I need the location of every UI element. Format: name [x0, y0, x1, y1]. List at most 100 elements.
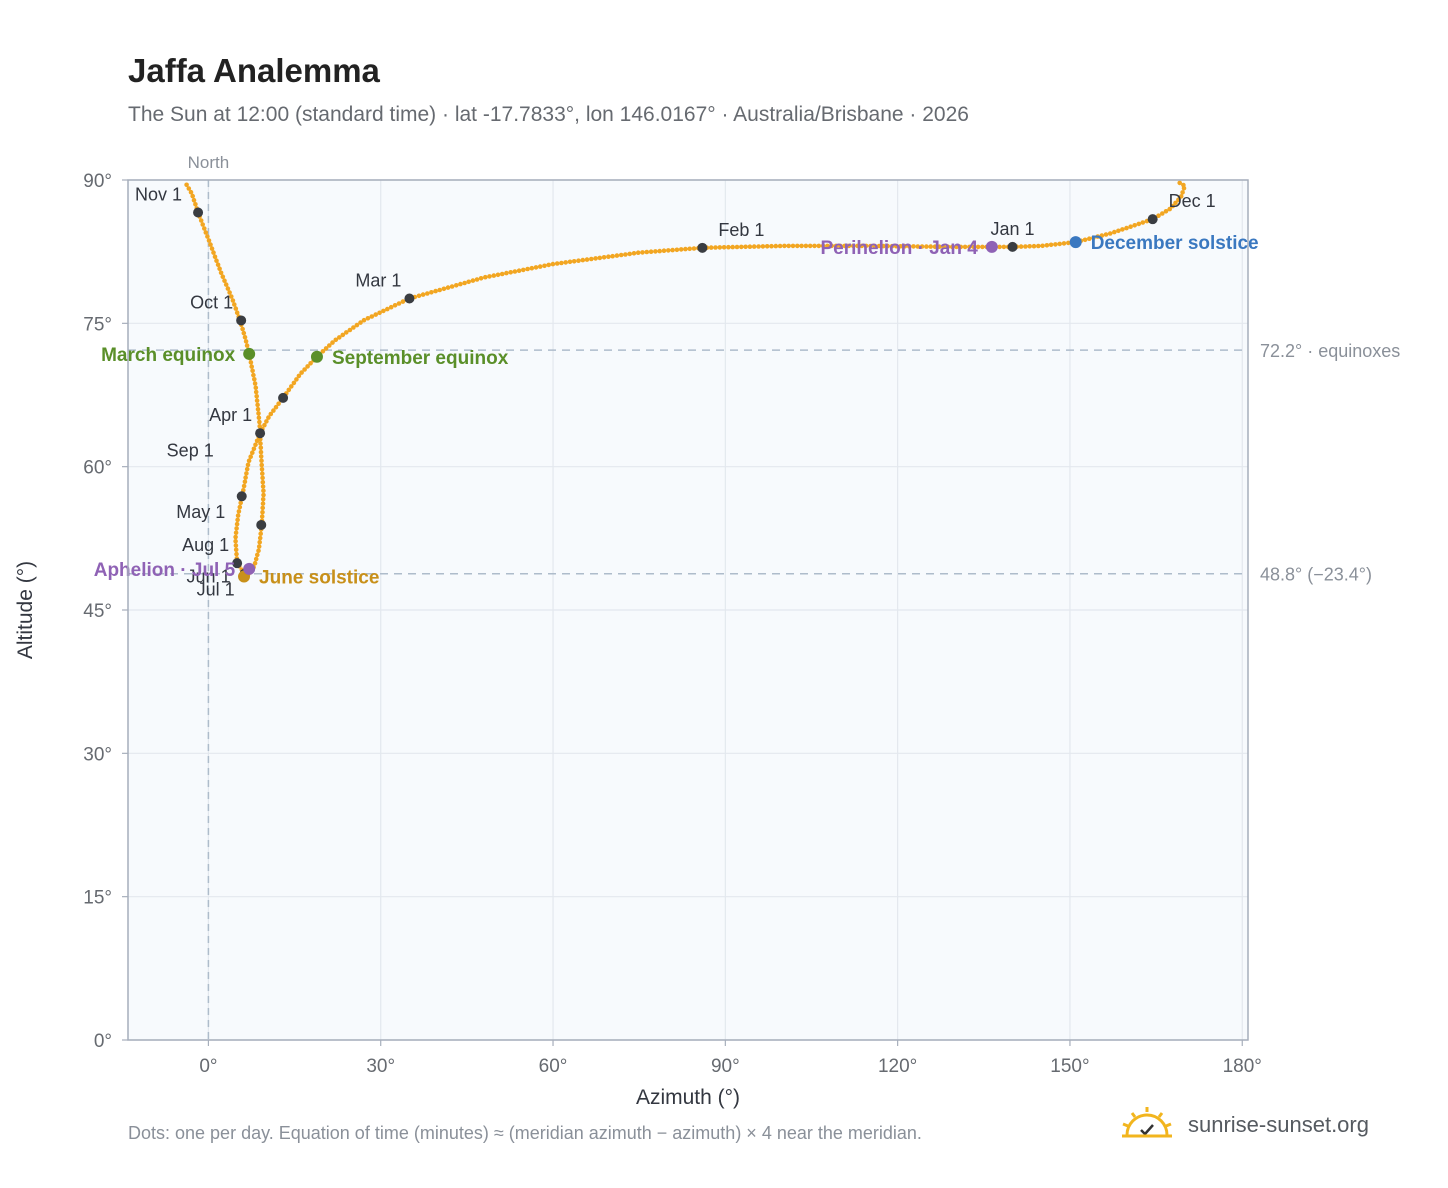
day-dot	[388, 304, 394, 310]
day-dot	[256, 544, 262, 549]
day-dot	[253, 389, 259, 395]
day-dot	[223, 282, 229, 287]
day-dot	[876, 243, 882, 249]
day-dot	[894, 243, 899, 249]
day-dot	[644, 249, 650, 255]
day-dot	[483, 274, 488, 280]
day-dot	[361, 317, 367, 323]
day-dot	[381, 308, 386, 314]
day-dot	[268, 411, 274, 417]
day-dot	[256, 411, 261, 416]
day-dot	[458, 281, 463, 287]
day-dot	[260, 475, 265, 481]
day-dot	[244, 466, 250, 472]
day-dot	[347, 327, 353, 333]
day-dot	[1180, 190, 1185, 195]
day-dot	[537, 264, 543, 269]
day-dot	[240, 326, 245, 332]
day-dot	[205, 234, 210, 239]
day-dot	[258, 449, 264, 455]
day-dot	[260, 479, 266, 485]
event-label: Perihelion · Jan 4	[821, 238, 979, 259]
day-dot	[392, 303, 398, 308]
day-dot	[906, 244, 912, 249]
month-marker-label: Jul 1	[197, 580, 235, 600]
day-dot	[233, 543, 239, 548]
day-dot	[1053, 242, 1058, 247]
day-dot	[327, 343, 332, 348]
day-dot	[253, 556, 259, 562]
day-dot	[623, 252, 628, 257]
day-dot	[1082, 237, 1088, 243]
day-dot	[525, 266, 530, 272]
day-dot	[253, 442, 258, 448]
day-dot	[859, 243, 865, 249]
month-marker-dot	[256, 519, 267, 530]
day-dot	[255, 402, 260, 408]
day-dot	[872, 243, 878, 249]
day-dot	[949, 244, 955, 250]
day-dot	[250, 450, 255, 456]
y-tick-label: 0°	[94, 1031, 112, 1052]
day-dot	[962, 244, 968, 250]
day-dot	[251, 446, 257, 452]
day-dot	[1036, 243, 1041, 249]
day-dot	[756, 244, 761, 249]
day-dot	[245, 462, 251, 468]
day-dot	[260, 497, 266, 502]
month-marker-dot	[404, 293, 415, 304]
y-tick-label: 15°	[83, 888, 112, 909]
day-dot	[816, 243, 822, 249]
day-dot	[606, 254, 611, 259]
day-dot	[713, 245, 718, 250]
day-dot	[202, 226, 207, 231]
day-dot	[885, 243, 890, 249]
y-tick-label: 45°	[83, 601, 112, 622]
day-dot	[597, 255, 603, 261]
day-dot	[1044, 243, 1050, 248]
day-dot	[717, 245, 723, 250]
day-dot	[1027, 244, 1032, 249]
day-dot	[215, 262, 221, 268]
day-dot	[589, 256, 594, 262]
day-dot	[786, 243, 791, 249]
day-dot	[445, 285, 451, 290]
day-dot	[850, 243, 856, 249]
day-dot	[601, 254, 607, 260]
brand-logo[interactable]: sunrise-sunset.org	[1120, 1100, 1369, 1150]
day-dot	[666, 248, 671, 253]
y-tick-label: 90°	[83, 171, 112, 192]
day-dot	[593, 256, 598, 261]
day-dot	[747, 244, 753, 249]
day-dot	[683, 246, 688, 252]
x-axis-label: Azimuth (°)	[636, 1086, 740, 1109]
day-dot	[769, 243, 774, 249]
day-dot	[881, 243, 886, 249]
day-dot	[255, 406, 261, 412]
day-dot	[777, 243, 783, 249]
day-dot	[254, 552, 260, 558]
day-dot	[812, 243, 817, 249]
meridian-label: North	[188, 153, 230, 172]
day-dot	[863, 243, 869, 249]
day-dot	[1103, 232, 1109, 237]
day-dot	[997, 244, 1002, 250]
day-dot	[1173, 200, 1178, 206]
day-dot	[241, 330, 247, 336]
day-dot	[730, 244, 735, 250]
day-dot	[193, 202, 198, 207]
day-dot	[258, 441, 263, 446]
event-markers: March equinox September equinox June solst…	[94, 233, 1259, 588]
day-dot	[980, 244, 985, 250]
day-dot	[855, 243, 860, 249]
day-dot	[249, 364, 254, 369]
day-dot	[191, 197, 197, 203]
day-dot	[919, 244, 925, 249]
event-marker-dot	[1069, 236, 1082, 249]
day-dot	[416, 293, 422, 299]
day-dot	[218, 270, 224, 276]
day-dot	[842, 243, 847, 249]
day-dot	[244, 471, 249, 476]
day-dot	[260, 484, 266, 489]
day-dot	[1140, 220, 1146, 225]
